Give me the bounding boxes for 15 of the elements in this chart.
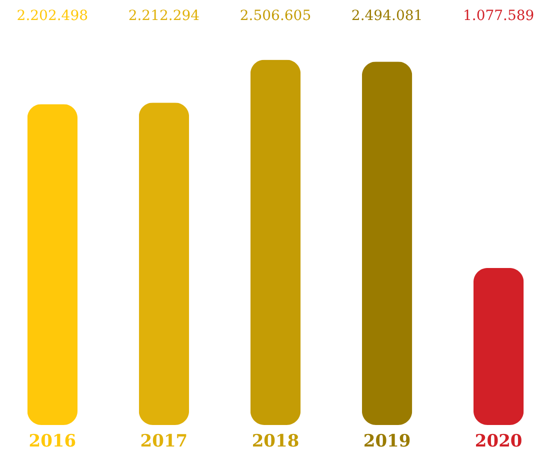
x-tick-label: 2016 [28, 432, 76, 452]
bar [250, 60, 301, 425]
data-label: 2.506.605 [240, 8, 312, 24]
data-label: 2.494.081 [351, 8, 423, 24]
bar [138, 102, 190, 425]
x-tick-label: 2019 [363, 432, 411, 452]
data-label: 2.202.498 [16, 8, 88, 24]
data-label: 1.077.589 [462, 8, 534, 24]
data-label: 2.212.294 [128, 8, 200, 24]
bar [473, 268, 524, 425]
x-tick-label: 2017 [140, 432, 188, 452]
x-tick-label: 2018 [252, 432, 300, 452]
x-tick-label: 2020 [474, 432, 522, 452]
bar [362, 62, 412, 425]
bar [27, 104, 78, 425]
